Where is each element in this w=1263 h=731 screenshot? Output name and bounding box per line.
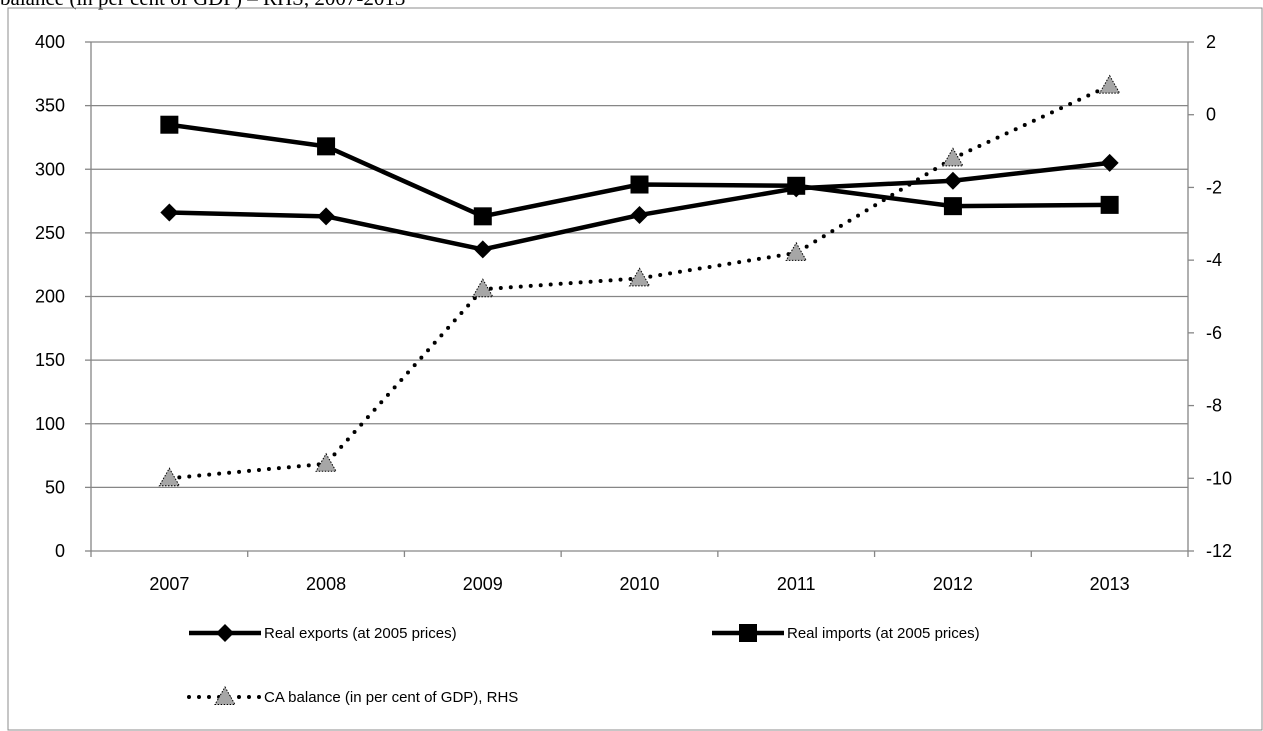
real-exports-point [160,203,179,222]
real-exports-point [317,207,336,226]
right-axis-tick-label: -10 [1206,468,1232,488]
axes [85,41,1194,557]
x-axis-tick-label: 2010 [619,574,659,594]
right-axis-tick-label: -6 [1206,323,1222,343]
figure-caption: balance (in per cent of GDP) – RHS, 2007… [0,0,405,11]
legend: Real exports (at 2005 prices) Real import… [187,624,980,706]
real-exports-point [473,240,492,259]
legend-label: CA balance (in per cent of GDP), RHS [264,689,518,706]
right-axis-tick-label: -8 [1206,396,1222,416]
x-axis-tick-label: 2012 [933,574,973,594]
left-axis-tick-labels: 0 50 100 150 200 250 300 350 400 [35,32,65,561]
real-exports-point [943,171,962,190]
legend-item-real-imports: Real imports (at 2005 prices) [712,624,980,642]
legend-swatch-marker [214,685,236,705]
real-exports-point [630,206,649,225]
real-imports-point [160,115,179,134]
legend-label: Real imports (at 2005 prices) [787,625,980,642]
x-axis-tick-label: 2009 [463,574,503,594]
ca-balance-point [471,278,494,298]
real-imports-line [169,122,1110,219]
legend-label: Real exports (at 2005 prices) [264,625,457,642]
left-axis-tick-label: 50 [45,477,65,497]
real-imports-point [1100,195,1119,214]
ca-balance-series [158,74,1121,487]
real-imports-point [630,175,649,194]
ca-balance-point [1098,74,1121,94]
left-axis-tick-label: 200 [35,287,65,307]
legend-swatch-marker [216,624,234,642]
left-axis-tick-label: 300 [35,159,65,179]
right-axis-tick-label: 2 [1206,32,1216,52]
right-axis-tick-label: 0 [1206,105,1216,125]
real-imports-point [787,176,806,195]
legend-item-ca-balance: CA balance (in per cent of GDP), RHS [187,685,518,706]
left-axis-tick-label: 0 [55,541,65,561]
right-axis-tick-labels: -12 -10 -8 -6 -4 -2 0 2 [1206,32,1232,561]
x-axis-tick-label: 2013 [1090,574,1130,594]
right-axis-tick-label: -12 [1206,541,1232,561]
ca-balance-point [628,267,651,287]
real-exports-point [1100,153,1119,172]
x-axis-tick-label: 2007 [149,574,189,594]
legend-item-real-exports: Real exports (at 2005 prices) [189,624,457,642]
left-axis-tick-label: 350 [35,96,65,116]
left-axis-tick-label: 400 [35,32,65,52]
real-imports-point [317,137,336,156]
real-imports-point [943,197,962,216]
real-imports-point [473,207,492,226]
x-axis-tick-labels: 2007 2008 2009 2010 2011 2012 2013 [149,574,1129,594]
ca-balance-point [315,452,337,472]
ca-balance-point [158,467,181,487]
x-axis-tick-label: 2008 [306,574,346,594]
series-layer [158,74,1121,487]
right-axis-tick-label: -2 [1206,177,1222,197]
left-axis-tick-label: 150 [35,350,65,370]
left-axis-tick-label: 250 [35,223,65,243]
right-axis-tick-label: -4 [1206,250,1222,270]
legend-swatch-marker [739,624,757,642]
real-imports-series [160,115,1119,226]
ca-balance-point [942,147,964,167]
x-axis-tick-label: 2011 [777,574,816,594]
left-axis-tick-label: 100 [35,414,65,434]
chart-frame [7,7,1263,731]
ca-balance-point [785,241,808,261]
gridlines [91,41,1188,489]
